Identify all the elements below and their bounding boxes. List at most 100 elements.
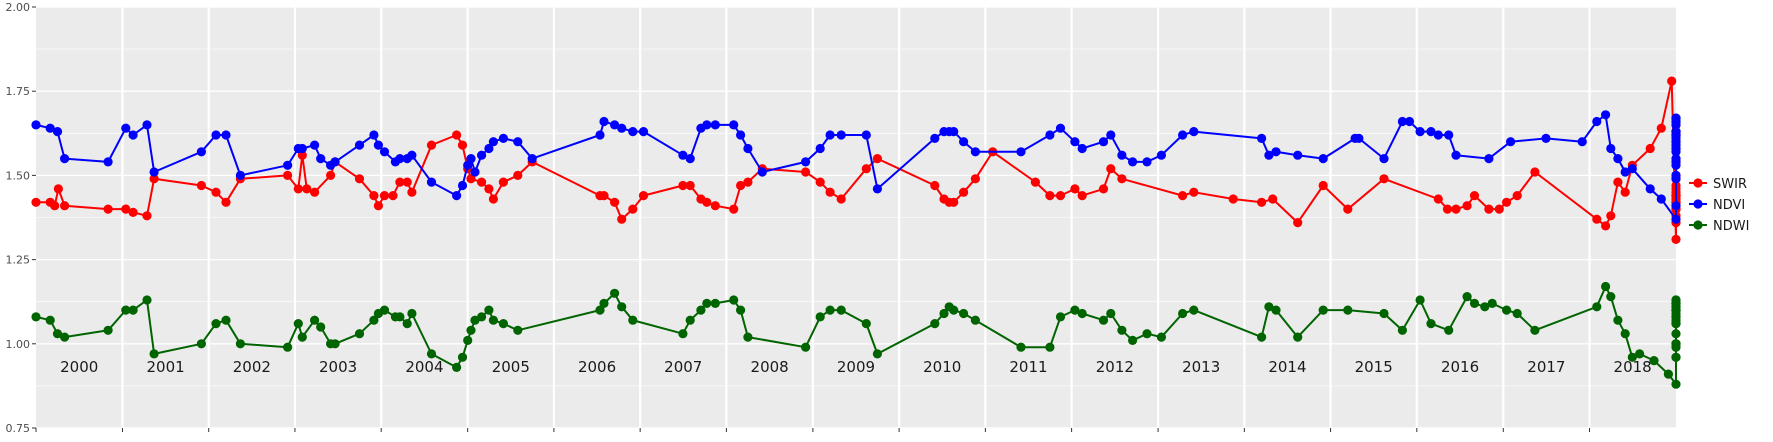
data-point [466, 325, 476, 335]
data-point [801, 167, 811, 177]
data-point [45, 123, 55, 133]
data-point [60, 332, 70, 342]
data-point [1484, 154, 1494, 164]
y-tick-label: 1.75 [6, 85, 31, 98]
data-point [696, 305, 706, 315]
data-point [316, 154, 326, 164]
y-tick-label: 2.00 [6, 1, 31, 14]
data-point [939, 308, 949, 319]
legend-item-ndvi: NDVI [1689, 198, 1745, 213]
data-point [426, 177, 437, 187]
data-point [407, 187, 417, 197]
data-point [477, 312, 487, 322]
data-point [1178, 191, 1188, 201]
data-point [1635, 349, 1645, 359]
data-point [1293, 150, 1303, 160]
data-point [959, 308, 969, 319]
data-point [52, 127, 63, 137]
data-point [1128, 157, 1138, 167]
data-point [330, 157, 340, 167]
data-point [702, 197, 712, 207]
data-point [599, 298, 609, 308]
data-point [402, 319, 412, 329]
data-point [617, 214, 627, 224]
data-point [678, 329, 688, 339]
legend-key-point [1693, 199, 1703, 209]
data-point [815, 143, 825, 154]
data-point [1142, 157, 1152, 167]
data-point [736, 180, 746, 191]
year-label: 2012 [1096, 358, 1134, 376]
data-point [484, 184, 494, 194]
data-point [685, 154, 695, 164]
data-point [1444, 130, 1454, 140]
data-point [872, 184, 883, 194]
data-point [1671, 201, 1681, 211]
data-point [949, 305, 959, 315]
data-point [142, 211, 152, 221]
data-point [395, 312, 405, 322]
data-point [1426, 127, 1436, 137]
data-point [959, 187, 969, 197]
data-point [1656, 194, 1666, 204]
data-point [685, 315, 695, 325]
data-point [1070, 184, 1080, 194]
data-point [1512, 308, 1522, 319]
data-point [1379, 174, 1389, 184]
data-point [595, 305, 605, 315]
data-point [872, 154, 883, 164]
data-point [1106, 308, 1116, 319]
data-point [710, 298, 720, 308]
data-point [595, 130, 605, 140]
data-point [388, 191, 398, 201]
data-point [1016, 342, 1026, 352]
legend-item-swir: SWIR [1689, 177, 1747, 192]
data-point [211, 187, 221, 197]
data-point [743, 143, 753, 154]
data-point [221, 315, 231, 325]
data-point [488, 137, 498, 147]
year-labels: 2000 2001 2002 2003 2004 2005 2006 2007 2008 2009… [60, 358, 1652, 376]
data-point [369, 130, 379, 140]
data-point [121, 305, 131, 315]
data-point [297, 332, 307, 342]
data-point [470, 167, 480, 177]
data-point [678, 180, 688, 191]
legend: SWIR NDVI NDWI [1689, 177, 1749, 234]
data-point [297, 150, 307, 160]
data-point [1426, 319, 1436, 329]
data-point [801, 157, 811, 167]
data-point [128, 130, 138, 140]
data-point [196, 339, 206, 349]
data-point [1098, 184, 1109, 194]
data-point [484, 143, 494, 154]
data-point [1541, 133, 1551, 143]
series-ndvi [31, 110, 1681, 224]
data-point [1620, 187, 1630, 197]
data-point [872, 349, 883, 359]
data-point [1592, 116, 1602, 127]
data-point [1606, 211, 1616, 221]
data-point [221, 197, 231, 207]
data-point [379, 191, 390, 201]
data-point [1257, 133, 1267, 143]
year-label: 2003 [319, 358, 357, 376]
data-point [1045, 130, 1055, 140]
year-label: 2014 [1268, 358, 1306, 376]
data-point [1070, 305, 1080, 315]
data-point [121, 123, 131, 133]
data-point [369, 315, 379, 325]
data-point [31, 120, 41, 130]
data-point [196, 147, 206, 157]
year-label: 2006 [578, 358, 616, 376]
data-point [1442, 204, 1453, 214]
data-point [379, 147, 390, 157]
data-point [1016, 147, 1026, 157]
data-point [513, 170, 523, 180]
data-point [379, 305, 390, 315]
data-point [1055, 123, 1066, 133]
data-point [1656, 123, 1666, 133]
data-point [757, 167, 767, 177]
x-axis [35, 428, 1591, 432]
data-point [1480, 302, 1490, 312]
